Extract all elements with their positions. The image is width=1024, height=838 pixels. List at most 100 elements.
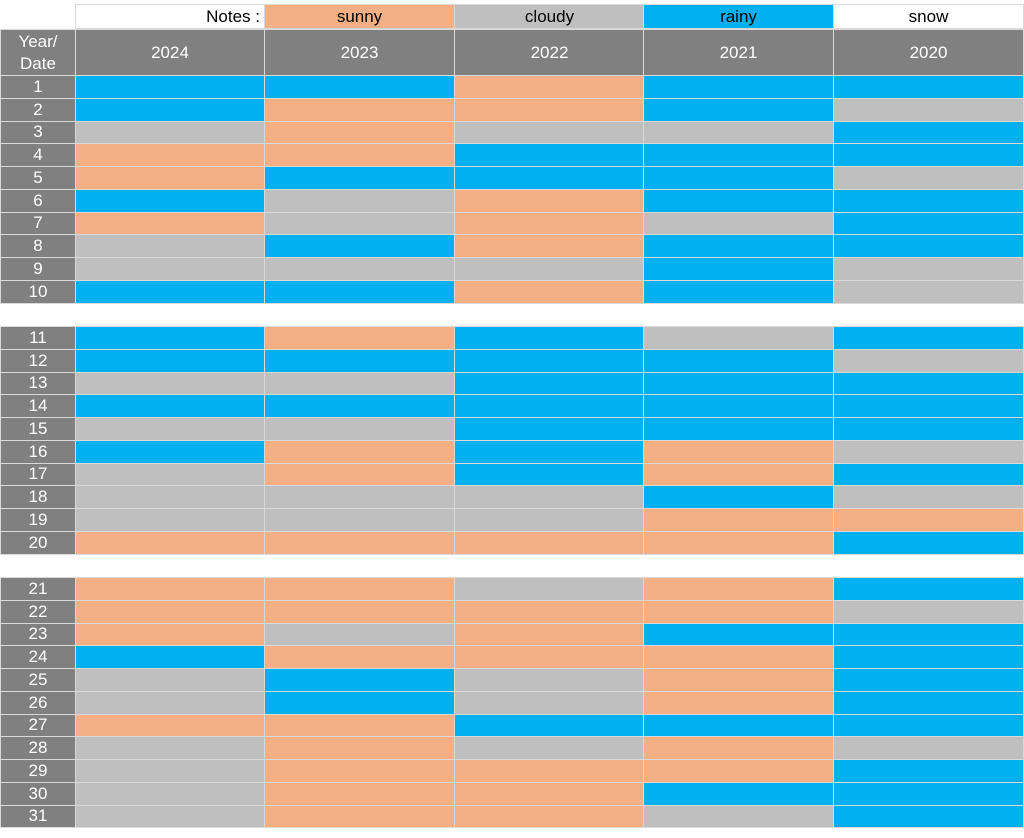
weather-cell-2021-10-rainy: [643, 279, 834, 304]
weather-cell-2020-30-rainy: [833, 781, 1024, 806]
weather-cell-2024-13-cloudy: [75, 371, 265, 396]
weather-cell-2023-24-sunny: [264, 645, 455, 669]
weather-cell-2020-5-cloudy: [833, 166, 1024, 190]
weather-cell-2020-13-rainy: [833, 371, 1024, 396]
weather-cell-2020-14-rainy: [833, 394, 1024, 418]
weather-cell-2021-29-sunny: [643, 759, 834, 783]
weather-cell-2020-10-cloudy: [833, 279, 1024, 304]
weather-cell-2020-21-rainy: [833, 577, 1024, 601]
weather-cell-2023-13-cloudy: [264, 371, 455, 396]
weather-cell-2023-21-sunny: [264, 577, 455, 601]
weather-cell-2020-27-rainy: [833, 713, 1024, 738]
weather-cell-2024-30-cloudy: [75, 781, 265, 806]
corner-header-line2: Date: [20, 53, 56, 73]
weather-cell-2021-19-sunny: [643, 508, 834, 532]
weather-cell-2023-31-sunny: [264, 804, 455, 829]
weather-cell-2021-28-sunny: [643, 736, 834, 760]
weather-cell-2023-14-rainy: [264, 394, 455, 418]
day-label: 22: [0, 599, 76, 624]
weather-cell-2023-9-cloudy: [264, 257, 455, 281]
weather-cell-2022-7-sunny: [454, 211, 644, 236]
weather-cell-2021-17-sunny: [643, 462, 834, 487]
weather-cell-2020-2-cloudy: [833, 97, 1024, 122]
weather-cell-2021-25-sunny: [643, 668, 834, 692]
weather-cell-2022-3-cloudy: [454, 120, 644, 145]
weather-cell-2023-15-cloudy: [264, 417, 455, 441]
weather-cell-2024-10-rainy: [75, 279, 265, 304]
day-label: 7: [0, 211, 76, 236]
weather-cell-2024-5-sunny: [75, 166, 265, 190]
weather-cell-2023-6-cloudy: [264, 188, 455, 213]
day-label: 20: [0, 530, 76, 555]
day-label: 28: [0, 736, 76, 760]
weather-cell-2023-20-sunny: [264, 530, 455, 555]
weather-cell-2024-11-rainy: [75, 326, 265, 350]
day-label: 18: [0, 485, 76, 509]
weather-cell-2024-19-cloudy: [75, 508, 265, 532]
day-label: 16: [0, 439, 76, 464]
weather-cell-2024-21-sunny: [75, 577, 265, 601]
weather-cell-2020-8-rainy: [833, 234, 1024, 258]
year-header-2023: 2023: [264, 29, 455, 76]
weather-cell-2022-26-cloudy: [454, 690, 644, 715]
weather-cell-2022-31-sunny: [454, 804, 644, 829]
weather-cell-2020-29-rainy: [833, 759, 1024, 783]
weather-cell-2020-22-cloudy: [833, 599, 1024, 624]
day-label: 4: [0, 143, 76, 167]
weather-cell-2021-23-rainy: [643, 622, 834, 647]
weather-cell-2024-17-cloudy: [75, 462, 265, 487]
weather-cell-2024-9-cloudy: [75, 257, 265, 281]
day-label: 30: [0, 781, 76, 806]
weather-cell-2022-20-sunny: [454, 530, 644, 555]
weather-cell-2021-5-rainy: [643, 166, 834, 190]
weather-cell-2024-8-cloudy: [75, 234, 265, 258]
weather-cell-2022-14-rainy: [454, 394, 644, 418]
weather-cell-2023-16-sunny: [264, 439, 455, 464]
day-label: 15: [0, 417, 76, 441]
weather-cell-2020-23-rainy: [833, 622, 1024, 647]
day-label: 14: [0, 394, 76, 418]
weather-cell-2022-18-cloudy: [454, 485, 644, 509]
weather-cell-2020-28-cloudy: [833, 736, 1024, 760]
weather-cell-2024-22-sunny: [75, 599, 265, 624]
day-label: 10: [0, 279, 76, 304]
weather-cell-2021-1-rainy: [643, 75, 834, 99]
weather-cell-2023-8-rainy: [264, 234, 455, 258]
weather-cell-2020-11-rainy: [833, 326, 1024, 350]
weather-cell-2023-10-rainy: [264, 279, 455, 304]
weather-cell-2020-7-rainy: [833, 211, 1024, 236]
weather-cell-2020-24-rainy: [833, 645, 1024, 669]
weather-cell-2022-12-rainy: [454, 348, 644, 373]
weather-cell-2020-15-rainy: [833, 417, 1024, 441]
weather-cell-2022-19-cloudy: [454, 508, 644, 532]
weather-cell-2023-23-cloudy: [264, 622, 455, 647]
weather-cell-2021-16-sunny: [643, 439, 834, 464]
weather-cell-2022-4-rainy: [454, 143, 644, 167]
notes-label: Notes :: [75, 4, 265, 29]
weather-cell-2021-31-cloudy: [643, 804, 834, 829]
legend-rainy: rainy: [643, 4, 834, 29]
weather-cell-2023-1-rainy: [264, 75, 455, 99]
weather-cell-2020-1-rainy: [833, 75, 1024, 99]
weather-cell-2023-11-sunny: [264, 326, 455, 350]
weather-cell-2021-24-sunny: [643, 645, 834, 669]
day-label: 1: [0, 75, 76, 99]
weather-cell-2024-18-cloudy: [75, 485, 265, 509]
weather-cell-2021-18-rainy: [643, 485, 834, 509]
weather-cell-2024-24-rainy: [75, 645, 265, 669]
weather-cell-2022-24-sunny: [454, 645, 644, 669]
weather-cell-2022-30-sunny: [454, 781, 644, 806]
weather-cell-2022-28-cloudy: [454, 736, 644, 760]
weather-cell-2020-18-cloudy: [833, 485, 1024, 509]
weather-cell-2022-6-sunny: [454, 188, 644, 213]
day-label: 12: [0, 348, 76, 373]
weather-cell-2024-16-rainy: [75, 439, 265, 464]
weather-cell-2023-19-cloudy: [264, 508, 455, 532]
weather-cell-2024-27-sunny: [75, 713, 265, 738]
weather-cell-2021-22-sunny: [643, 599, 834, 624]
weather-cell-2023-27-sunny: [264, 713, 455, 738]
weather-cell-2020-25-rainy: [833, 668, 1024, 692]
weather-cell-2022-10-sunny: [454, 279, 644, 304]
weather-cell-2022-2-sunny: [454, 97, 644, 122]
weather-cell-2024-25-cloudy: [75, 668, 265, 692]
